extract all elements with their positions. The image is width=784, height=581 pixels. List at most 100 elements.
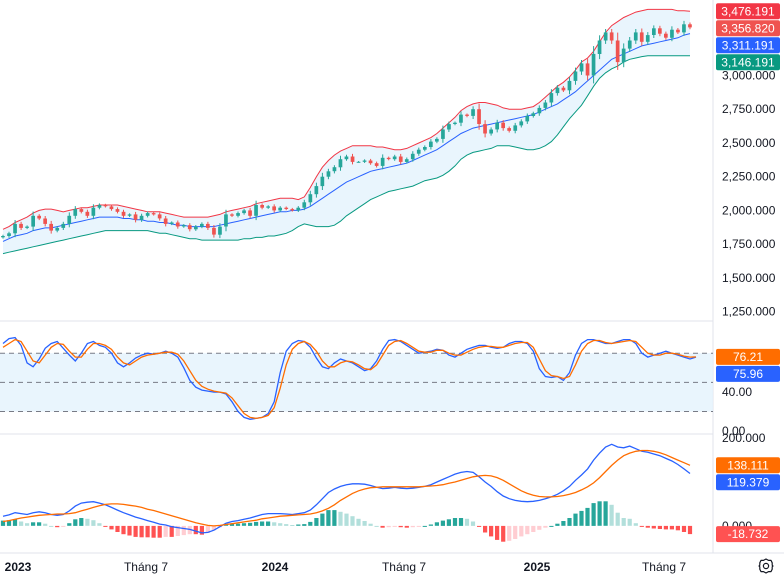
candle[interactable] <box>639 28 644 46</box>
candle[interactable] <box>362 159 367 163</box>
candle[interactable] <box>441 125 445 143</box>
candle[interactable] <box>404 157 409 164</box>
candle[interactable] <box>627 37 632 52</box>
candle[interactable] <box>302 199 307 211</box>
candle[interactable] <box>266 205 270 209</box>
candle[interactable] <box>398 153 403 165</box>
candle[interactable] <box>483 120 487 138</box>
candle[interactable] <box>410 151 415 162</box>
candle[interactable] <box>139 213 144 222</box>
candle[interactable] <box>555 85 560 96</box>
candle[interactable] <box>356 161 361 163</box>
candle[interactable] <box>230 213 234 217</box>
candle[interactable] <box>31 211 35 231</box>
candle[interactable] <box>218 223 222 239</box>
candle[interactable] <box>447 121 451 132</box>
candle[interactable] <box>260 203 264 210</box>
candle[interactable] <box>133 211 138 223</box>
candle[interactable] <box>194 225 198 231</box>
candle[interactable] <box>212 225 216 238</box>
candle[interactable] <box>272 204 276 213</box>
candle[interactable] <box>579 60 584 75</box>
candle[interactable] <box>603 29 608 44</box>
candle[interactable] <box>549 89 554 107</box>
candle[interactable] <box>121 209 126 218</box>
candle[interactable] <box>206 221 210 230</box>
candle[interactable] <box>344 154 349 161</box>
candle[interactable] <box>326 168 331 180</box>
candle[interactable] <box>453 121 457 126</box>
candle[interactable] <box>43 216 47 227</box>
candle[interactable] <box>585 58 590 81</box>
candle[interactable] <box>519 119 524 128</box>
candle[interactable] <box>350 153 355 165</box>
candle[interactable] <box>1 234 5 239</box>
candle[interactable] <box>103 203 108 208</box>
candle[interactable] <box>368 158 373 165</box>
candle[interactable] <box>561 86 566 92</box>
candle[interactable] <box>25 225 29 230</box>
candle[interactable] <box>374 161 379 168</box>
candle[interactable] <box>61 221 66 230</box>
candle[interactable] <box>501 120 505 131</box>
candle[interactable] <box>284 206 289 211</box>
candle[interactable] <box>79 207 84 214</box>
candle[interactable] <box>664 31 668 40</box>
candle[interactable] <box>531 111 536 118</box>
candle[interactable] <box>127 213 132 217</box>
candle[interactable] <box>386 156 391 161</box>
candle[interactable] <box>489 127 493 136</box>
candle[interactable] <box>151 211 156 216</box>
candle[interactable] <box>573 67 578 85</box>
candle[interactable] <box>296 206 301 212</box>
candle[interactable] <box>163 216 168 227</box>
candle[interactable] <box>13 220 17 238</box>
candle[interactable] <box>157 212 162 221</box>
candle[interactable] <box>416 147 421 156</box>
candle[interactable] <box>320 172 325 190</box>
candle[interactable] <box>645 32 650 45</box>
candle[interactable] <box>543 100 548 111</box>
candle[interactable] <box>423 145 427 152</box>
stochastic-pane[interactable] <box>0 336 713 420</box>
candle[interactable] <box>55 226 60 233</box>
candle[interactable] <box>615 32 620 70</box>
candle[interactable] <box>609 29 614 44</box>
candle[interactable] <box>459 111 463 127</box>
candle[interactable] <box>537 105 542 116</box>
candle[interactable] <box>495 119 499 133</box>
candle[interactable] <box>688 22 692 30</box>
candle[interactable] <box>332 165 337 174</box>
candle[interactable] <box>278 206 282 212</box>
candle[interactable] <box>169 221 174 226</box>
candle[interactable] <box>236 211 240 218</box>
candle[interactable] <box>175 220 180 229</box>
candle[interactable] <box>471 106 475 119</box>
candle[interactable] <box>676 28 680 34</box>
candle[interactable] <box>97 203 102 210</box>
candle[interactable] <box>115 207 120 214</box>
candle[interactable] <box>181 224 186 228</box>
candle[interactable] <box>465 113 469 118</box>
candle[interactable] <box>477 103 481 130</box>
candle[interactable] <box>187 223 192 232</box>
candle[interactable] <box>652 25 656 38</box>
candle[interactable] <box>7 231 11 238</box>
candle[interactable] <box>591 46 596 84</box>
price-pane[interactable] <box>1 8 692 255</box>
candle[interactable] <box>73 206 78 219</box>
candle[interactable] <box>145 211 150 218</box>
candle[interactable] <box>429 139 433 150</box>
candle[interactable] <box>621 43 626 68</box>
candle[interactable] <box>290 207 295 212</box>
candle[interactable] <box>19 221 23 230</box>
candle[interactable] <box>507 126 511 133</box>
candle[interactable] <box>254 200 258 221</box>
candle[interactable] <box>380 154 385 170</box>
candle[interactable] <box>224 209 228 232</box>
candle[interactable] <box>513 122 518 134</box>
candle[interactable] <box>633 29 638 44</box>
candle[interactable] <box>338 155 343 171</box>
candle[interactable] <box>49 220 53 234</box>
